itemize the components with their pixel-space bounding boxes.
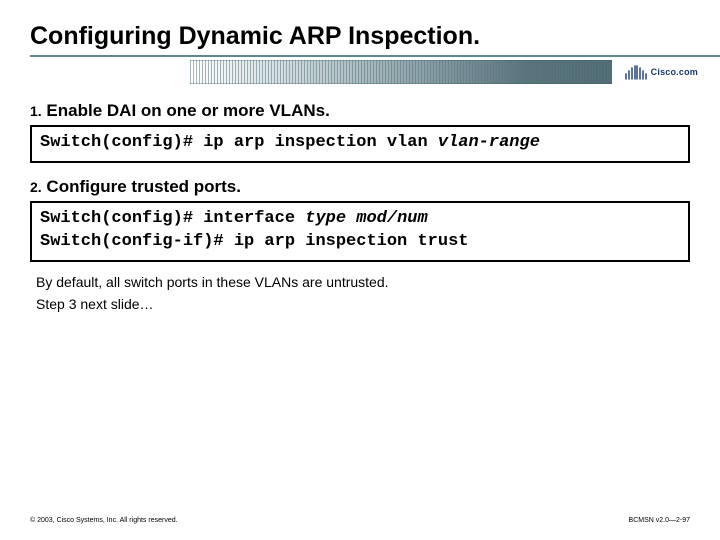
step-2: 2. Configure trusted ports. Switch(confi… (30, 177, 690, 262)
step-2-label: Configure trusted ports. (46, 177, 241, 196)
step-2-number: 2. (30, 179, 42, 195)
title-underline (30, 55, 720, 57)
code-arg: type mod/num (305, 209, 427, 228)
note-line: By default, all switch ports in these VL… (36, 272, 690, 294)
brand-bar: Cisco.com (190, 59, 720, 85)
slide-id-text: BCMSN v2.0—2-97 (629, 517, 690, 524)
cisco-logo-text: Cisco.com (651, 67, 698, 77)
code-line: Switch(config-if)# ip arp inspection tru… (40, 231, 680, 254)
step-1: 1. Enable DAI on one or more VLANs. Swit… (30, 101, 690, 163)
step-1-heading: 1. Enable DAI on one or more VLANs. (30, 101, 690, 121)
step-1-number: 1. (30, 103, 42, 119)
code-text: Switch(config-if)# ip arp inspection tru… (40, 232, 468, 251)
code-text: Switch(config)# interface (40, 209, 305, 228)
step-2-code-box: Switch(config)# interface type mod/num S… (30, 201, 690, 262)
code-line: Switch(config)# interface type mod/num (40, 208, 680, 231)
note-line: Step 3 next slide… (36, 294, 690, 316)
slide: Configuring Dynamic ARP Inspection. (0, 0, 720, 540)
code-text: Switch(config)# ip arp inspection vlan (40, 133, 438, 152)
code-arg: vlan-range (438, 133, 540, 152)
slide-title: Configuring Dynamic ARP Inspection. (0, 0, 720, 55)
notes: By default, all switch ports in these VL… (30, 272, 690, 315)
footer: © 2003, Cisco Systems, Inc. All rights r… (30, 517, 690, 524)
cisco-logo-wrap: Cisco.com (612, 59, 720, 85)
step-1-code-box: Switch(config)# ip arp inspection vlan v… (30, 125, 690, 163)
step-2-heading: 2. Configure trusted ports. (30, 177, 690, 197)
cisco-bridge-icon (624, 64, 648, 80)
content-area: 1. Enable DAI on one or more VLANs. Swit… (0, 85, 720, 315)
copyright-text: © 2003, Cisco Systems, Inc. All rights r… (30, 517, 178, 524)
code-line: Switch(config)# ip arp inspection vlan v… (40, 132, 680, 155)
step-1-label: Enable DAI on one or more VLANs. (46, 101, 329, 120)
brand-bar-pattern (190, 60, 612, 84)
